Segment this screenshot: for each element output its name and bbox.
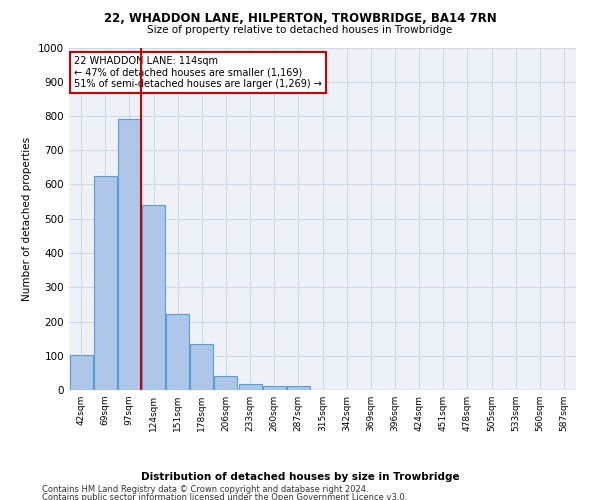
Bar <box>287 386 310 390</box>
Bar <box>166 314 189 390</box>
Text: 22 WHADDON LANE: 114sqm
← 47% of detached houses are smaller (1,169)
51% of semi: 22 WHADDON LANE: 114sqm ← 47% of detache… <box>74 56 322 90</box>
Text: Contains HM Land Registry data © Crown copyright and database right 2024.: Contains HM Land Registry data © Crown c… <box>42 485 368 494</box>
Bar <box>70 354 92 390</box>
Bar <box>118 120 141 390</box>
Bar <box>263 386 286 390</box>
Text: Contains public sector information licensed under the Open Government Licence v3: Contains public sector information licen… <box>42 493 407 500</box>
Bar <box>142 205 165 390</box>
Text: 22, WHADDON LANE, HILPERTON, TROWBRIDGE, BA14 7RN: 22, WHADDON LANE, HILPERTON, TROWBRIDGE,… <box>104 12 496 26</box>
Bar <box>190 344 213 390</box>
Bar <box>214 376 238 390</box>
Y-axis label: Number of detached properties: Number of detached properties <box>22 136 32 301</box>
Bar <box>239 384 262 390</box>
Text: Size of property relative to detached houses in Trowbridge: Size of property relative to detached ho… <box>148 25 452 35</box>
Text: Distribution of detached houses by size in Trowbridge: Distribution of detached houses by size … <box>140 472 460 482</box>
Bar <box>94 176 116 390</box>
